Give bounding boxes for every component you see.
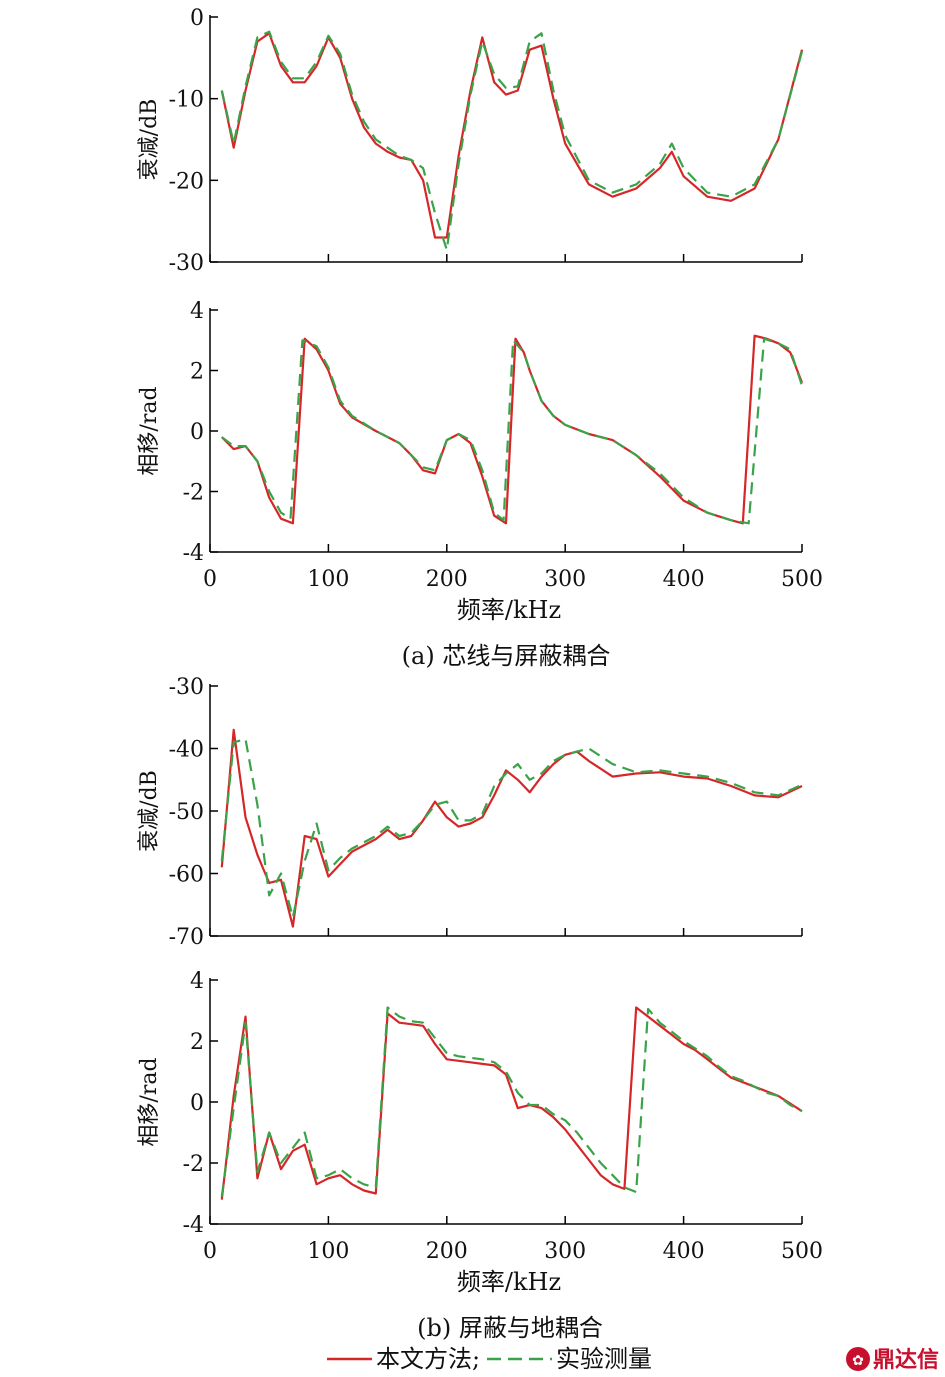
y-tick-label: -70: [169, 925, 204, 950]
y-tick-label: 4: [190, 969, 204, 994]
legend-label-model: 本文方法;: [376, 1345, 480, 1373]
series-line-model: [220, 32, 804, 239]
chart-panel-a-top: 0 -10 -20 -30 衰减/dB: [137, 6, 804, 276]
y-axis-label: 相移/rad: [137, 386, 162, 475]
y-tick-label: -40: [169, 738, 204, 763]
series-line-experiment: [220, 1006, 803, 1197]
x-axis-label: 频率/kHz: [457, 596, 561, 624]
legend: 本文方法; 实验测量: [327, 1345, 652, 1373]
series-line-experiment: [221, 337, 804, 525]
series-line-experiment: [220, 737, 803, 919]
x-tick-label: 300: [544, 567, 586, 592]
x-axis-label: 频率/kHz: [457, 1268, 561, 1296]
chart-panel-b-bottom: 0 100 200 300 400 500 4 2 0 -2 -4 相移/rad 频率/kHz: [137, 969, 823, 1296]
x-tick-label: 200: [426, 567, 468, 592]
series-line-model: [220, 1006, 803, 1200]
x-tick-label: 0: [203, 567, 217, 592]
x-tick-label: 100: [307, 567, 349, 592]
y-tick-label: -2: [183, 1152, 204, 1177]
y-axis-label: 相移/rad: [137, 1057, 162, 1146]
y-tick-label: -50: [169, 800, 204, 825]
x-tick-label: 300: [544, 1239, 586, 1264]
series-line-experiment: [220, 30, 804, 251]
watermark: ✿ 鼎达信: [846, 1347, 939, 1373]
y-tick-label: -4: [183, 1213, 204, 1238]
x-tick-label: 500: [781, 567, 823, 592]
y-tick-label: -20: [169, 169, 204, 194]
y-tick-label: -10: [169, 88, 204, 113]
y-tick-label: -2: [183, 481, 204, 506]
y-tick-label: 0: [190, 1091, 204, 1116]
watermark-logo-glyph: ✿: [852, 1353, 864, 1369]
y-tick-label: -30: [169, 675, 204, 700]
chart-panel-a-bottom: 0 100 200 300 400 500 4 2 0 -2 -4 相移/rad 频率/kHz: [137, 299, 823, 624]
y-tick-label: 2: [190, 1030, 204, 1055]
y-axis-label: 衰减/dB: [137, 770, 162, 852]
watermark-text: 鼎达信: [873, 1347, 939, 1373]
y-tick-label: 0: [190, 420, 204, 445]
y-tick-label: 0: [190, 6, 204, 31]
x-tick-label: 500: [781, 1239, 823, 1264]
y-tick-label: 2: [190, 360, 204, 385]
caption-a: (a) 芯线与屏蔽耦合: [402, 642, 611, 670]
y-axis-label: 衰减/dB: [137, 99, 162, 181]
x-tick-label: 100: [307, 1239, 349, 1264]
x-tick-label: 400: [663, 1239, 705, 1264]
x-tick-label: 400: [663, 567, 705, 592]
caption-b: (b) 屏蔽与地耦合: [417, 1314, 603, 1342]
series-line-model: [220, 728, 803, 928]
series-line-model: [221, 334, 804, 525]
y-tick-label: 4: [190, 299, 204, 324]
y-tick-label: -30: [169, 251, 204, 276]
x-tick-label: 200: [426, 1239, 468, 1264]
chart-panel-b-top: -30 -40 -50 -60 -70 衰减/dB: [137, 675, 803, 950]
watermark-logo-icon: [846, 1347, 870, 1371]
y-tick-label: -4: [183, 541, 204, 566]
x-tick-label: 0: [203, 1239, 217, 1264]
legend-label-experiment: 实验测量: [556, 1345, 652, 1373]
y-tick-label: -60: [169, 863, 204, 888]
